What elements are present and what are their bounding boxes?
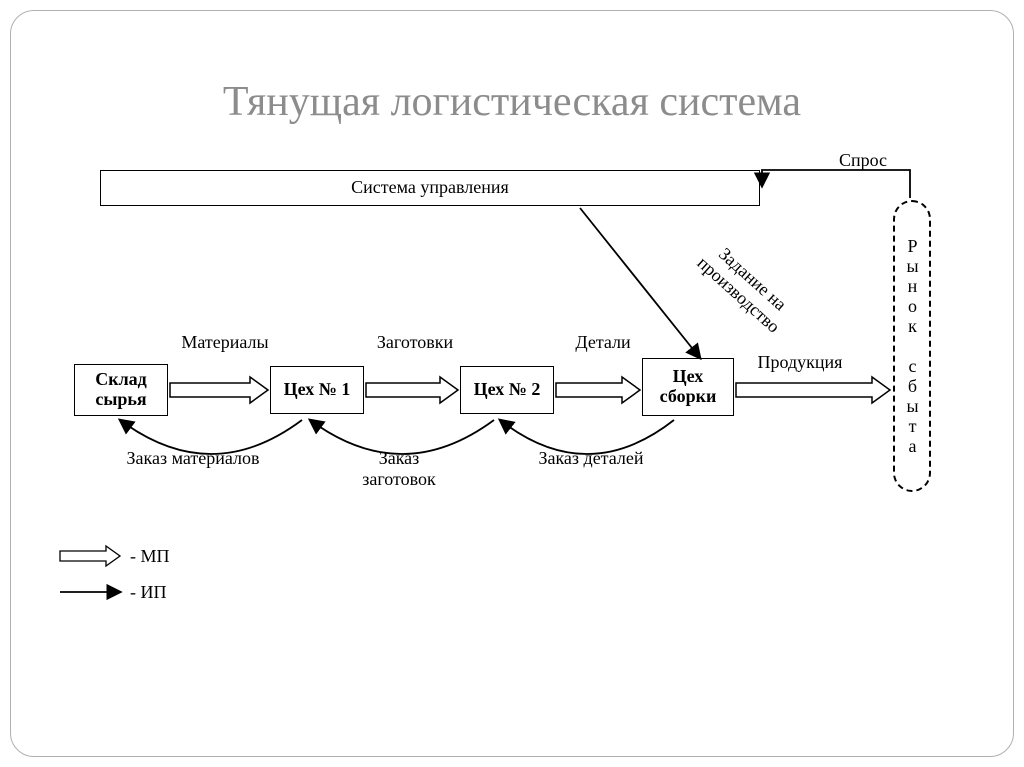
hollow-arrow bbox=[170, 377, 268, 403]
hollow-arrow bbox=[736, 377, 890, 403]
demand-arrow bbox=[762, 170, 910, 198]
arrow-layer bbox=[0, 0, 1024, 767]
order-arrow bbox=[500, 420, 674, 454]
legend-ip-label: - ИП bbox=[130, 582, 167, 603]
order-arrow bbox=[120, 420, 302, 454]
hollow-arrow bbox=[366, 377, 458, 403]
task-arrow bbox=[580, 208, 700, 358]
hollow-arrow bbox=[556, 377, 640, 403]
order-arrow bbox=[310, 420, 494, 454]
legend-mp-label: - МП bbox=[130, 546, 170, 567]
legend-mp-arrow bbox=[60, 546, 120, 566]
